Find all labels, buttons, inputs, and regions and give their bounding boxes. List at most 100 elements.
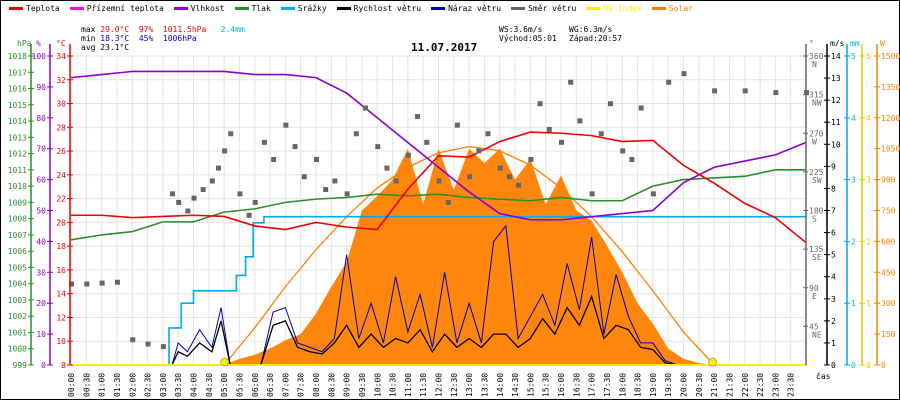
direction-tick-label: 315 (809, 91, 824, 100)
temperature-axis-tick-label: 8 (61, 361, 66, 370)
x-tick-label: 23:00 (771, 373, 780, 397)
wind-direction-point (528, 157, 534, 162)
wind-axis-tick-label: 2 (831, 317, 836, 326)
x-tick-label: 01:30 (113, 373, 122, 397)
legend-label: Přízemní teplota (86, 4, 164, 13)
wind-direction-point (424, 139, 430, 145)
pressure-line (70, 169, 806, 241)
temperature-axis-tick-label: 30 (56, 100, 66, 109)
wind-direction-point (650, 191, 656, 197)
direction-compass-label: NW (812, 99, 822, 108)
rain-axis-tick-label: 1 (851, 299, 856, 308)
wind-direction-point (638, 105, 644, 111)
direction-compass-label: W (812, 137, 817, 146)
wind-direction-point (629, 157, 635, 162)
x-tick-label: 13:30 (480, 373, 489, 397)
solar-axis-tick-label: 750 (881, 207, 896, 216)
wind-direction-point (476, 148, 482, 154)
legend-item: Vlhkost (173, 4, 225, 13)
x-tick-label: 21:00 (710, 373, 719, 397)
wind-axis-tick-label: 1 (831, 339, 836, 348)
wind-direction-point (228, 131, 234, 137)
x-tick-label: 18:00 (618, 373, 627, 397)
x-tick-label: 22:30 (756, 373, 765, 397)
x-tick-label: 17:00 (588, 373, 597, 397)
direction-compass-label: N (812, 60, 817, 69)
legend-swatch (280, 7, 295, 10)
x-tick-label: 02:00 (128, 373, 137, 397)
wind-direction-point (292, 144, 298, 150)
wind-direction-point (467, 174, 473, 180)
wind-direction-point (666, 79, 672, 85)
humidity-axis-tick-label: 10 (36, 330, 46, 339)
pressure-axis-tick-label: 1011 (8, 166, 27, 175)
legend-label: UV index (603, 4, 642, 13)
humidity-axis-tick-label: 60 (36, 176, 46, 185)
solar-area (71, 148, 806, 365)
wind-direction-point (332, 178, 338, 184)
uv-axis-tick-label: 0 (866, 361, 871, 370)
legend-swatch (9, 7, 23, 10)
pressure-axis-tick-label: 1009 (8, 198, 27, 207)
wind-direction-point (363, 105, 368, 111)
wind-axis-unit: m/s (830, 39, 845, 48)
x-tick-label: 14:00 (496, 373, 505, 397)
solar-axis-tick-label: 1500 (881, 52, 900, 61)
wind-direction-point (681, 71, 687, 77)
temperature-axis-tick-label: 24 (56, 171, 66, 180)
direction-tick-label: 360 (809, 52, 824, 61)
legend-item: Tlak (234, 4, 271, 13)
humidity-axis-unit: % (36, 39, 41, 48)
wind-direction-point (393, 178, 399, 184)
temperature-line (71, 131, 807, 244)
legend-item: Přízemní teplota (69, 4, 164, 13)
x-tick-label: 06:30 (266, 373, 275, 397)
x-tick-label: 18:30 (634, 373, 643, 397)
wind-axis-tick-label: 0 (831, 361, 836, 370)
direction-tick-label: 45 (809, 322, 819, 331)
wind-direction-point (405, 152, 411, 158)
wind-axis-tick-label: 14 (831, 52, 841, 61)
solar-axis-unit: W (880, 39, 885, 48)
temperature-axis-tick-label: 10 (56, 337, 66, 346)
uv-axis-tick-label: 4 (866, 114, 871, 123)
wind-axis-tick-label: 5 (831, 251, 836, 260)
direction-tick-label: 270 (809, 129, 824, 138)
pressure-axis-tick-label: 1002 (8, 312, 27, 321)
ws-text: WS:3.6m/s (499, 25, 543, 34)
solar-axis-tick-label: 600 (881, 237, 896, 246)
temperature-axis-tick-label: 14 (56, 290, 66, 299)
wind-direction-point (415, 114, 421, 120)
wind-direction-point (301, 174, 307, 180)
x-tick-label: 15:30 (542, 373, 551, 397)
rain-axis-tick-label: 4 (851, 114, 856, 123)
x-tick-label: 02:30 (144, 373, 153, 397)
pressure-axis-tick-label: 1004 (8, 280, 27, 289)
temperature-axis-tick-label: 18 (56, 242, 66, 251)
wind-direction-point (185, 208, 191, 214)
max-humidity: 97% (138, 25, 154, 34)
wind-direction-point (773, 90, 779, 96)
humidity-axis-tick-label: 0 (41, 361, 46, 370)
wind-axis-tick-label: 7 (831, 207, 836, 216)
rain-line (71, 215, 806, 366)
x-tick-label: 21:30 (725, 373, 734, 397)
wind-direction-point (506, 174, 512, 180)
wind-direction-point (69, 281, 74, 287)
legend-swatch (234, 7, 249, 10)
temperature-axis-unit: °C (56, 39, 66, 48)
wind-direction-point (497, 165, 503, 171)
temperature-axis-tick-label: 20 (56, 218, 66, 227)
x-tick-label: 00:30 (82, 373, 91, 397)
wind-direction-point (314, 157, 319, 162)
legend-swatch (336, 7, 351, 10)
wind-direction-point (485, 131, 491, 137)
humidity-axis-tick-label: 100 (32, 52, 47, 61)
x-tick-label: 19:00 (649, 373, 658, 397)
x-tick-label: 06:00 (251, 373, 260, 397)
x-tick-label: 16:00 (557, 373, 566, 397)
pressure-axis-tick-label: 999 (13, 361, 28, 370)
wind-axis-tick-label: 8 (831, 184, 836, 193)
x-tick-label: 08:30 (327, 373, 336, 397)
rain-axis-tick-label: 5 (851, 52, 856, 61)
